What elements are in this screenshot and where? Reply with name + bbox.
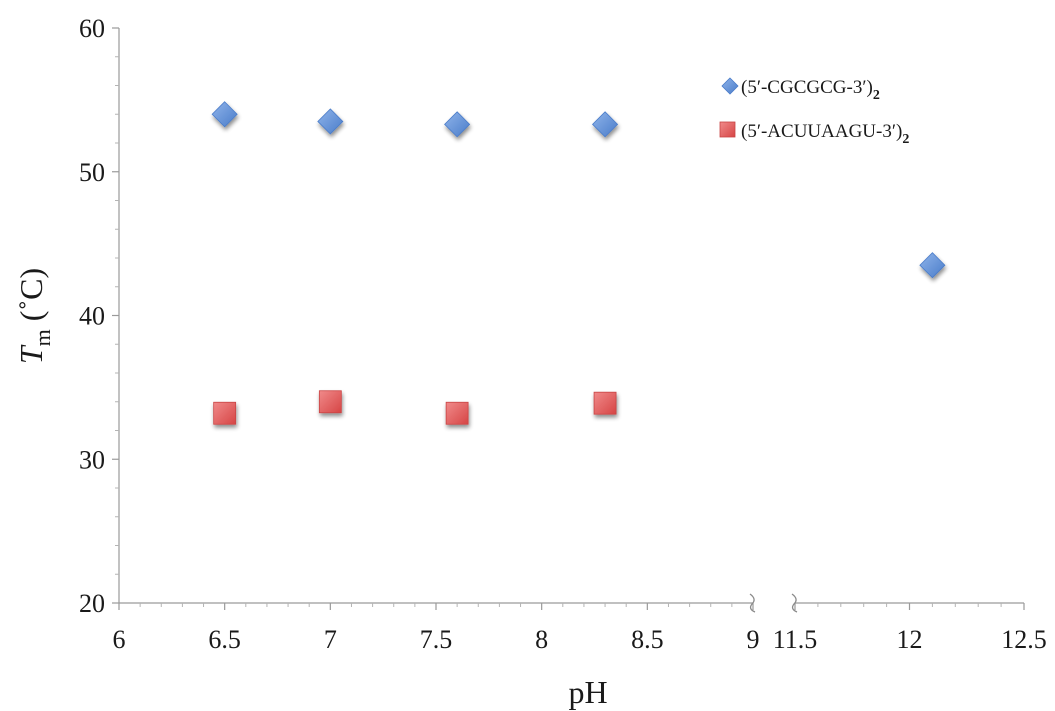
- data-point-diamond: [919, 252, 946, 279]
- data-point-diamond: [317, 108, 344, 135]
- x-tick-label: 6: [113, 625, 126, 654]
- legend-label-cgcgcg: (5′-CGCGCG-3′): [741, 77, 873, 98]
- y-tick-label: 30: [79, 445, 105, 474]
- series-1: [211, 101, 946, 279]
- x-tick-label: 7: [324, 625, 337, 654]
- data-points: [211, 101, 946, 425]
- legend: (5′-CGCGCG-3′)2 (5′-ACUUAAGU-3′)2: [719, 77, 909, 147]
- legend-label-acuuaagu: (5′-ACUUAAGU-3′): [741, 121, 902, 142]
- svg-text:(5′-CGCGCG-3′)2: (5′-CGCGCG-3′)2: [741, 77, 880, 103]
- y-axis-title-subscript: m: [30, 329, 55, 346]
- tick-labels: 20 30 40 50 60 6 6.5 7 7.5 8 8.5 9 11.5 12 12.5: [79, 14, 1047, 654]
- data-point-square: [445, 401, 469, 425]
- svg-text:(5′-ACUUAAGU-3′)2: (5′-ACUUAAGU-3′)2: [741, 121, 909, 147]
- y-axis-title-unit: (˚C): [13, 268, 49, 321]
- data-point-diamond: [592, 111, 619, 138]
- data-point-diamond: [211, 101, 238, 128]
- data-point-square: [593, 391, 617, 415]
- x-tick-label: 7.5: [420, 625, 453, 654]
- y-axis-title-symbol: T: [13, 344, 49, 364]
- y-tick-label: 60: [79, 14, 105, 43]
- series-2: [213, 390, 617, 425]
- x-tick-label: 6.5: [208, 625, 241, 654]
- axes: [112, 27, 1025, 613]
- x-tick-label: 12.5: [1001, 625, 1047, 654]
- y-axis-title: Tm (˚C): [13, 268, 55, 364]
- axis-break-mark-1: [749, 593, 756, 613]
- x-tick-label: 11.5: [773, 625, 818, 654]
- data-point-square: [318, 390, 342, 414]
- legend-marker-diamond: [721, 77, 739, 95]
- x-axis-title: pH: [568, 674, 607, 710]
- y-tick-label: 40: [79, 302, 105, 331]
- x-tick-label: 8.5: [631, 625, 664, 654]
- data-point-diamond: [444, 111, 471, 138]
- x-tick-label: 12: [897, 625, 923, 654]
- legend-item-acuuaagu: (5′-ACUUAAGU-3′)2: [719, 121, 909, 147]
- legend-subscript-acuuaagu: 2: [902, 132, 909, 147]
- data-point-square: [213, 401, 237, 425]
- legend-item-cgcgcg: (5′-CGCGCG-3′)2: [721, 77, 880, 103]
- x-tick-label: 8: [535, 625, 548, 654]
- y-tick-label: 50: [79, 158, 105, 187]
- x-tick-label: 9: [747, 625, 760, 654]
- axis-break-mark-2: [791, 593, 798, 613]
- svg-text:Tm (˚C): Tm (˚C): [13, 268, 55, 364]
- legend-subscript-cgcgcg: 2: [873, 88, 880, 103]
- y-tick-label: 20: [79, 589, 105, 618]
- legend-marker-square: [719, 121, 736, 138]
